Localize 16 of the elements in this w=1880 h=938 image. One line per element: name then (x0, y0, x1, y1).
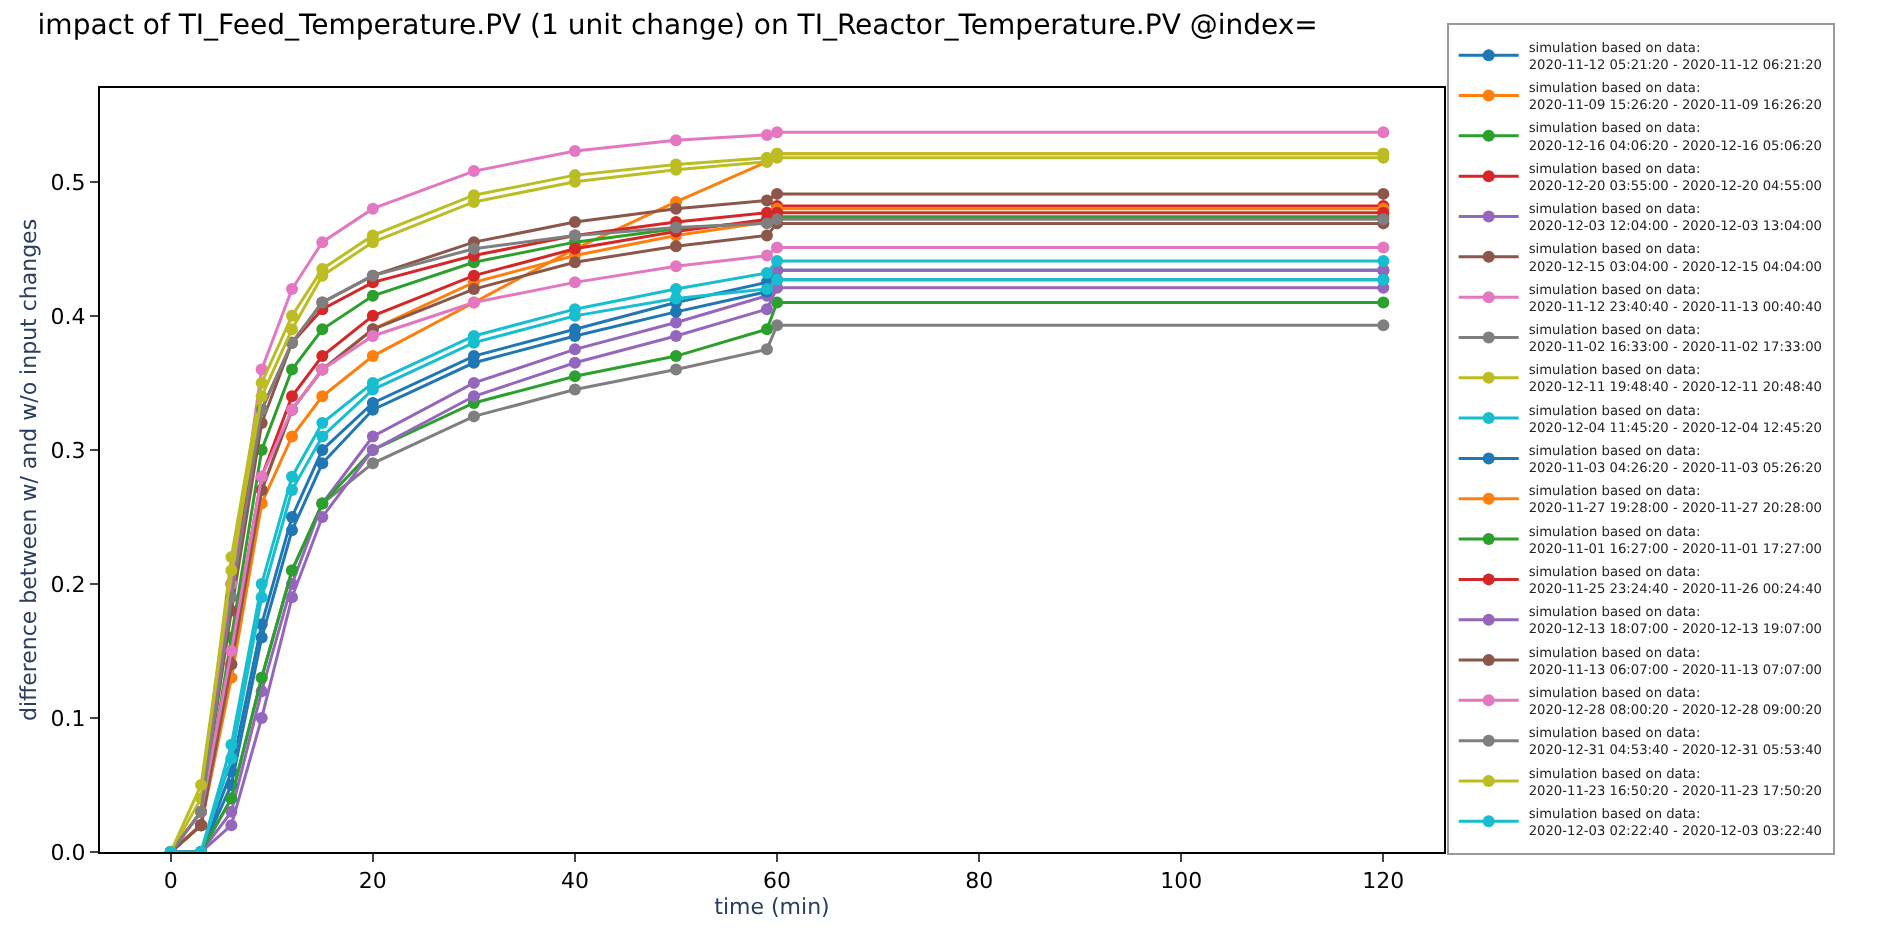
x-axis-title: time (min) (714, 894, 830, 921)
y-tick-label: 0.4 (50, 303, 86, 330)
x-tick-label: 100 (1160, 868, 1203, 895)
x-tick-label: 20 (358, 868, 387, 895)
y-axis-title: difference between w/ and w/o input changes (15, 218, 42, 722)
chart-title: impact of TI_Feed_Temperature.PV (1 unit change) on TI_Reactor_Temperature.PV @index= (37, 9, 1318, 42)
y-tick-label: 0.1 (50, 705, 86, 732)
x-tick-label: 40 (560, 868, 589, 895)
x-tick-label: 60 (763, 868, 792, 895)
y-tick-label: 0.3 (50, 437, 86, 464)
x-tick-label: 120 (1362, 868, 1405, 895)
x-tick-label: 80 (965, 868, 994, 895)
y-tick-label: 0.2 (50, 571, 86, 598)
x-tick-label: 0 (163, 868, 178, 895)
y-tick-label: 0.5 (50, 169, 86, 196)
y-tick-label: 0.0 (50, 839, 86, 866)
